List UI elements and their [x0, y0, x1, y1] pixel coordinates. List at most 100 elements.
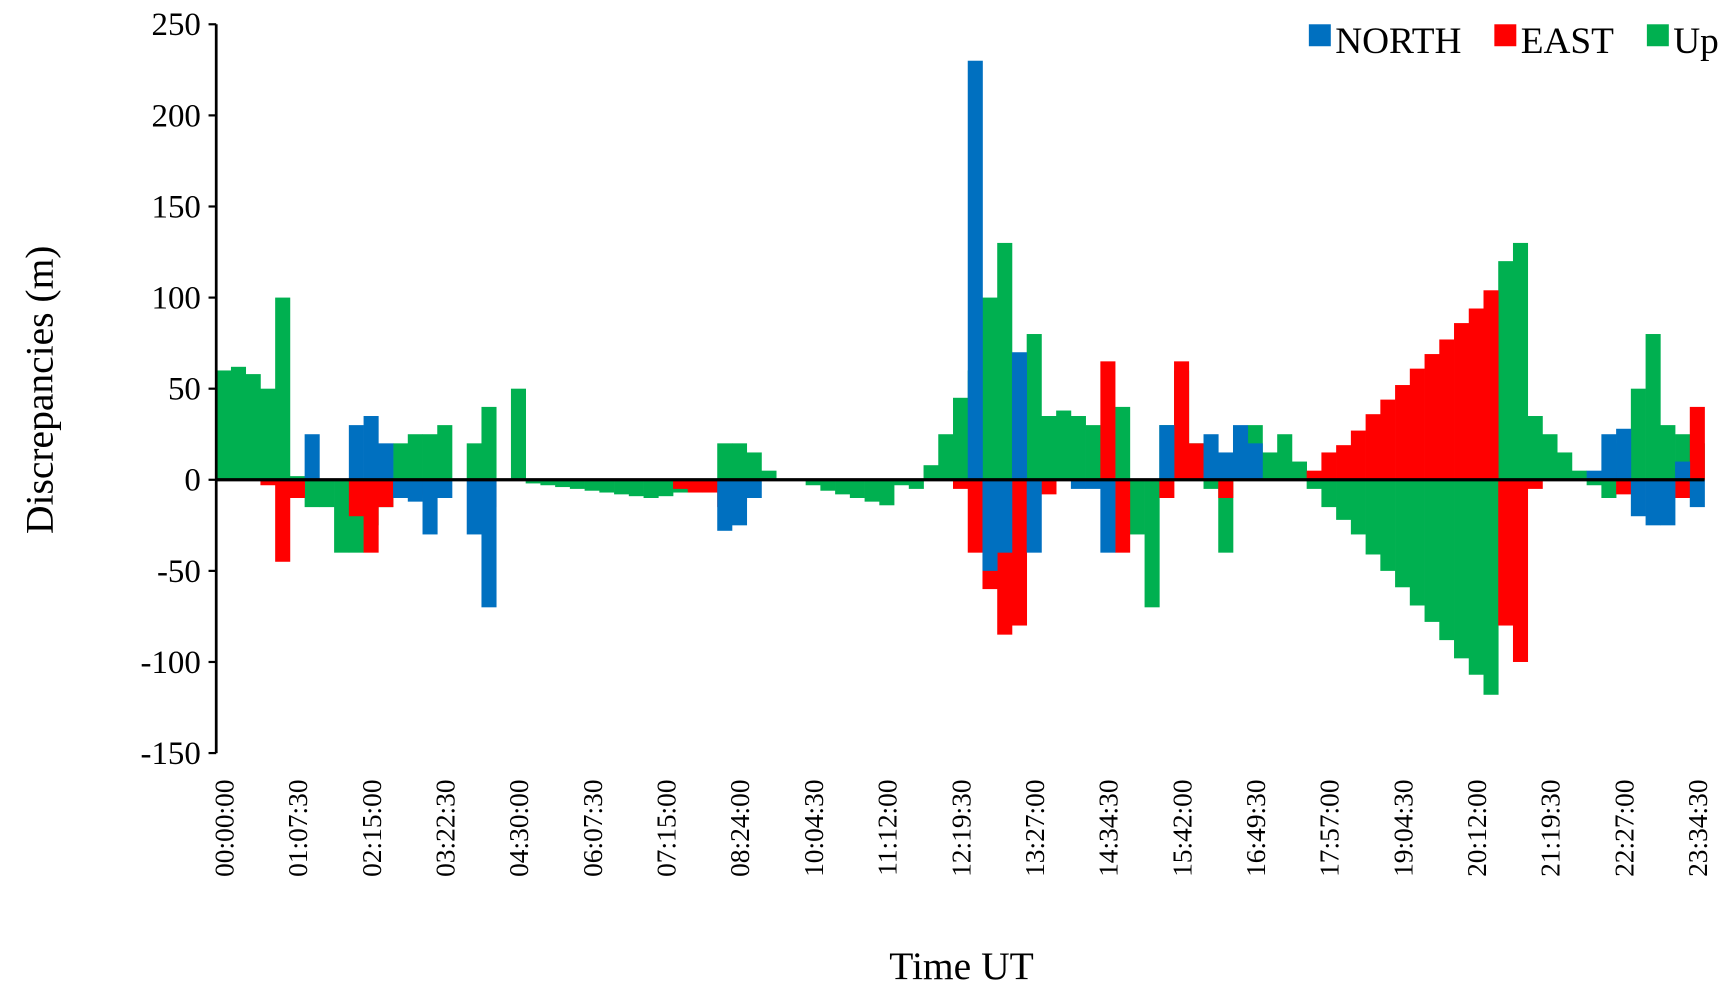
- bar: [1041, 479, 1057, 495]
- bar: [1070, 479, 1086, 489]
- bar: [1483, 479, 1499, 695]
- bar: [378, 479, 394, 508]
- y-tick-label: 250: [151, 7, 200, 43]
- x-tick-label: 11:12:00: [873, 779, 903, 875]
- bar: [348, 479, 364, 517]
- bar: [1203, 479, 1219, 489]
- bar: [466, 443, 482, 480]
- bar: [1100, 361, 1116, 480]
- bar: [1115, 479, 1131, 553]
- bar: [363, 416, 379, 480]
- bar: [599, 479, 615, 493]
- bar: [1454, 323, 1470, 480]
- bar: [1262, 452, 1278, 480]
- legend-label: Up: [1673, 21, 1719, 62]
- bar: [1468, 479, 1484, 675]
- x-tick-label: 00:00:00: [209, 779, 239, 877]
- bar: [864, 479, 880, 502]
- bar: [584, 479, 600, 491]
- bar: [702, 479, 718, 493]
- bar: [1439, 339, 1455, 480]
- bar: [569, 479, 585, 489]
- bar: [997, 479, 1013, 553]
- bar: [1011, 352, 1028, 480]
- bar: [1100, 479, 1116, 553]
- bar: [304, 434, 320, 480]
- bar: [717, 443, 733, 480]
- bar: [393, 479, 409, 499]
- bar: [849, 479, 865, 499]
- bar: [717, 479, 733, 531]
- x-tick-label: 13:27:00: [1020, 779, 1050, 877]
- bar: [1395, 479, 1411, 588]
- x-tick-label: 07:15:00: [652, 779, 682, 877]
- bar: [982, 297, 998, 480]
- bar: [1026, 334, 1042, 480]
- bar: [1188, 443, 1204, 480]
- bar: [1336, 479, 1352, 520]
- bar: [275, 297, 291, 480]
- bar: [481, 479, 497, 608]
- bar: [422, 434, 438, 480]
- bar: [1144, 479, 1160, 608]
- bar: [953, 397, 969, 480]
- bar: [1689, 406, 1705, 480]
- bar: [1542, 434, 1558, 480]
- x-tick-label: 01:07:30: [283, 779, 313, 877]
- bar: [304, 479, 320, 508]
- bar: [1689, 479, 1705, 508]
- bar: [466, 479, 482, 535]
- bar: [1468, 308, 1484, 480]
- legend-swatch: [1646, 24, 1669, 47]
- bar: [393, 443, 409, 480]
- bar: [1675, 479, 1691, 499]
- bar: [1174, 361, 1190, 480]
- y-tick-label: 200: [151, 98, 200, 134]
- bar: [1660, 425, 1676, 480]
- bar: [1350, 430, 1366, 480]
- y-tick-label: 100: [151, 281, 200, 317]
- x-tick-label: 08:24:00: [725, 779, 755, 877]
- bar: [407, 434, 423, 480]
- bar: [1586, 470, 1602, 480]
- bar: [260, 388, 276, 480]
- bar: [540, 479, 556, 486]
- x-tick-label: 15:42:00: [1167, 779, 1197, 877]
- bar: [437, 479, 453, 499]
- y-tick-label: -150: [141, 736, 201, 772]
- bar: [230, 366, 247, 480]
- x-tick-label: 17:57:00: [1315, 779, 1345, 877]
- bar: [1129, 479, 1145, 535]
- bar: [1247, 443, 1263, 480]
- y-tick-label: -100: [141, 645, 201, 681]
- bar: [407, 479, 423, 502]
- bar: [746, 452, 762, 480]
- bar: [1380, 479, 1396, 571]
- bar: [731, 479, 748, 526]
- x-tick-label: 03:22:30: [431, 779, 461, 877]
- bar: [1085, 425, 1101, 480]
- bar: [1424, 354, 1440, 480]
- bar: [1409, 479, 1425, 606]
- y-tick-label: 50: [168, 372, 201, 408]
- x-tick-label: 16:49:30: [1241, 779, 1271, 877]
- bar: [1159, 425, 1175, 480]
- bar: [1218, 479, 1234, 499]
- bar: [510, 388, 527, 480]
- legend-swatch: [1494, 24, 1517, 47]
- bar: [835, 479, 851, 495]
- bar: [289, 476, 305, 480]
- bar: [1395, 385, 1411, 480]
- bar: [658, 479, 674, 497]
- bar: [967, 60, 983, 480]
- bar: [1306, 479, 1322, 489]
- bar: [1070, 416, 1086, 480]
- y-tick-label: -50: [157, 554, 201, 590]
- bar: [1218, 452, 1234, 480]
- bar: [1512, 479, 1529, 662]
- bar: [746, 479, 762, 499]
- bar: [1409, 368, 1425, 480]
- bar: [216, 370, 232, 480]
- bar: [894, 479, 910, 486]
- bar: [260, 479, 276, 486]
